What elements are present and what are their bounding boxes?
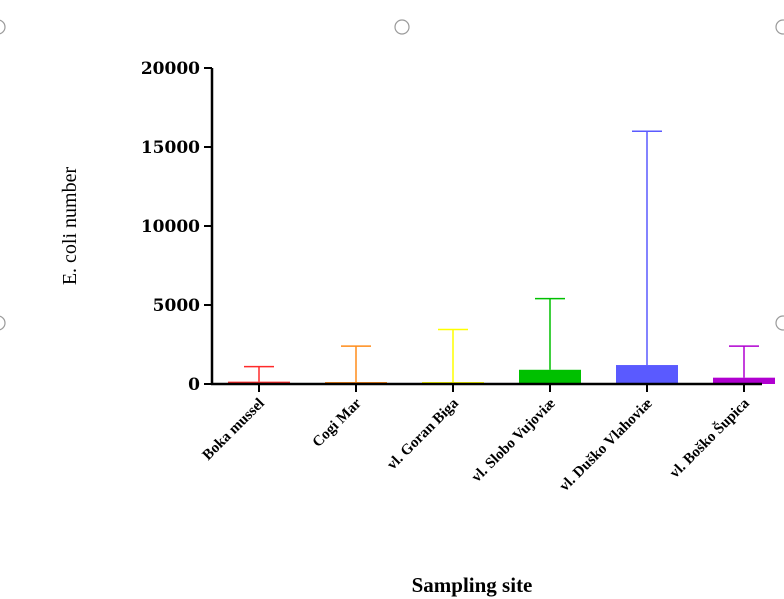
y-tick-label-4: 20000 xyxy=(141,59,200,79)
selection-handle-top-middle[interactable] xyxy=(394,19,410,35)
selection-handle-middle-right[interactable] xyxy=(775,315,784,331)
selection-handle-top-left[interactable] xyxy=(0,19,6,35)
bar-3 xyxy=(519,369,581,384)
y-tick-label-0: 0 xyxy=(188,375,200,395)
x-tick-label-3: vl. Slobo Vujoviæ xyxy=(469,395,559,485)
y-tick-label-3: 15000 xyxy=(141,138,200,158)
x-tick-label-4: vl. Duško Vlahoviæ xyxy=(557,395,656,494)
y-tick-label-2: 10000 xyxy=(141,217,200,237)
selection-handle-top-right[interactable] xyxy=(775,19,784,35)
bar-4 xyxy=(616,365,678,384)
x-tick-label-2: vl. Goran Biga xyxy=(384,395,462,473)
selection-handles xyxy=(0,19,784,331)
bar-5 xyxy=(713,377,775,384)
plot-area: 0 5000 10000 15000 20000 Boka mussel Cogi Mar v… xyxy=(141,59,775,495)
x-tick-label-1: Cogi Mar xyxy=(310,395,365,450)
x-tick-label-0: Boka mussel xyxy=(200,396,268,464)
x-tick-label-5: vl. Boško Šupica xyxy=(666,394,753,481)
selection-handle-middle-left[interactable] xyxy=(0,315,6,331)
y-tick-label-1: 5000 xyxy=(153,296,200,316)
y-axis-label: E. coli number xyxy=(59,167,81,286)
x-axis-label: Sampling site xyxy=(412,573,533,597)
